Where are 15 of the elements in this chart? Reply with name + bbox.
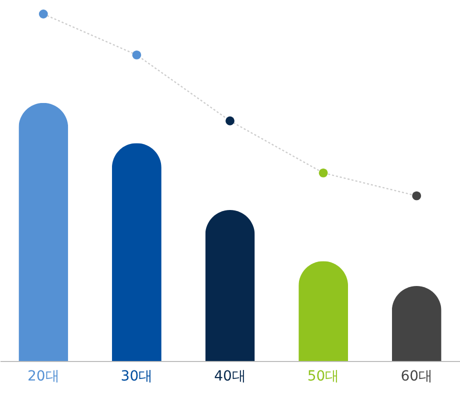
x-tick-label: 30대 [120,368,153,384]
bar [392,286,442,361]
x-tick-label: 20대 [27,368,60,384]
point [226,116,234,126]
point [412,191,422,200]
point [132,50,142,60]
point [38,10,48,18]
point [318,168,328,178]
x-tick-label: 40대 [214,368,246,384]
bar [112,143,162,361]
bar [18,102,68,361]
bar [205,210,255,361]
x-tick-label: 60대 [400,368,433,384]
x-tick-label: 50대 [307,368,340,384]
bar [298,261,348,361]
